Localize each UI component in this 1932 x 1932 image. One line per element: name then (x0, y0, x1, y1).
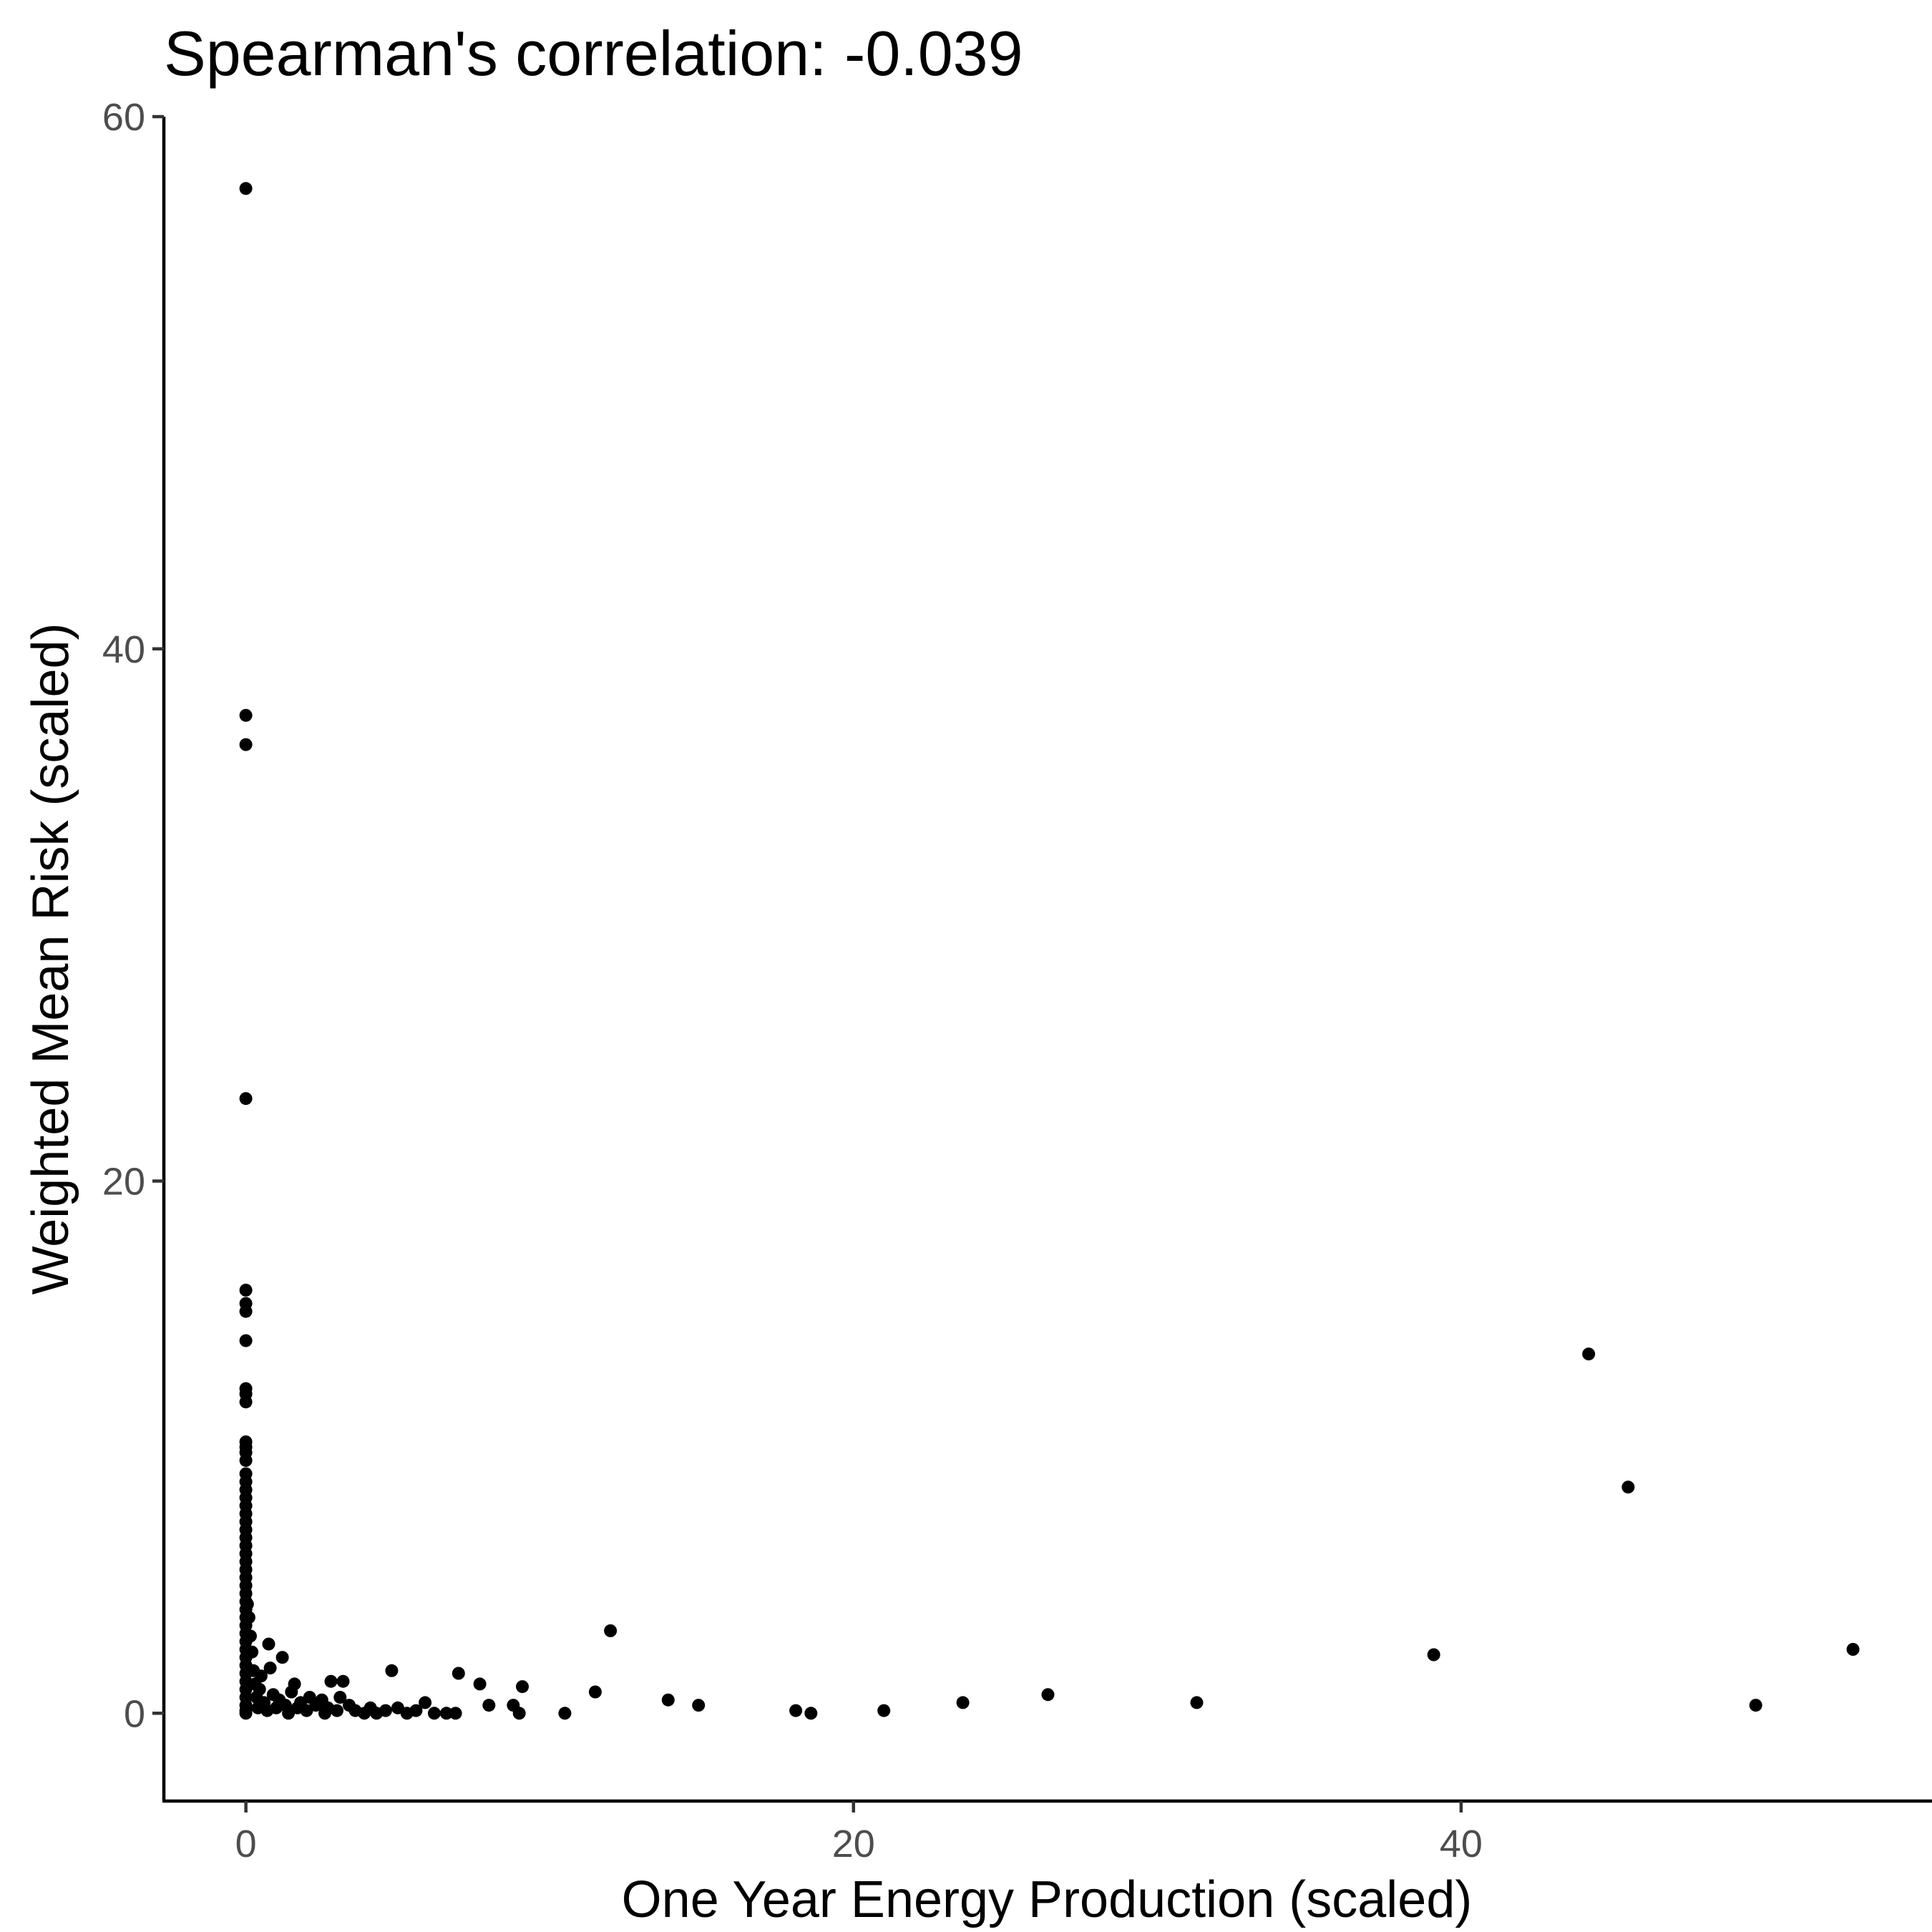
data-point (336, 1674, 350, 1688)
data-point (516, 1680, 529, 1694)
data-point (239, 182, 253, 195)
data-point (253, 1682, 266, 1696)
data-point (244, 1629, 257, 1643)
x-tick-label: 20 (832, 1823, 875, 1865)
data-point (263, 1662, 277, 1675)
data-point (240, 1597, 254, 1611)
x-tick-label: 0 (235, 1823, 257, 1865)
chart-title: Spearman's correlation: -0.039 (164, 18, 1023, 89)
data-point (331, 1704, 343, 1717)
data-point (275, 1651, 289, 1664)
data-point (239, 1454, 253, 1467)
data-point (427, 1707, 441, 1720)
data-point (1846, 1643, 1860, 1656)
data-point (588, 1685, 602, 1699)
data-point (877, 1704, 891, 1717)
y-tick-label: 60 (102, 96, 145, 139)
data-point (419, 1696, 432, 1709)
x-tick-label: 40 (1440, 1823, 1483, 1865)
data-point (245, 1645, 259, 1659)
data-point (333, 1691, 347, 1704)
data-point (385, 1664, 399, 1677)
data-point (288, 1677, 301, 1691)
data-point (239, 1092, 253, 1106)
data-point (789, 1704, 803, 1717)
data-point (1749, 1699, 1762, 1712)
data-point (452, 1667, 465, 1680)
data-point (439, 1707, 453, 1720)
y-tick-label: 40 (102, 628, 145, 671)
data-point (239, 1707, 253, 1720)
data-point (242, 1611, 255, 1624)
data-point (254, 1669, 268, 1683)
data-point (558, 1707, 572, 1720)
data-point (1427, 1648, 1440, 1662)
data-point (239, 1304, 253, 1318)
data-point (473, 1677, 487, 1691)
data-point (512, 1707, 526, 1720)
data-point (449, 1707, 462, 1720)
y-tick-label: 20 (102, 1161, 145, 1204)
data-point (692, 1699, 706, 1712)
data-point (324, 1674, 338, 1688)
data-point (1582, 1347, 1596, 1361)
data-point (239, 1284, 253, 1297)
x-axis-ticks: 0 20 40 (235, 1801, 1483, 1865)
data-point (804, 1707, 818, 1720)
data-point (1621, 1480, 1635, 1494)
y-axis-ticks: 0 20 40 60 (102, 96, 164, 1735)
y-axis-label: Weighted Mean Risk (scaled) (22, 623, 79, 1294)
data-point (239, 738, 253, 751)
data-point (379, 1704, 392, 1717)
x-axis-label: One Year Energy Production (scaled) (622, 1871, 1473, 1928)
data-point (262, 1637, 275, 1651)
data-point (1190, 1696, 1204, 1709)
data-point (482, 1699, 496, 1712)
data-point (956, 1696, 970, 1709)
data-point (239, 708, 253, 722)
data-point (661, 1693, 675, 1707)
data-point (604, 1624, 618, 1637)
data-point (239, 1395, 253, 1409)
data-points (239, 182, 1860, 1720)
data-point (409, 1704, 423, 1717)
data-point (1041, 1688, 1055, 1702)
y-tick-label: 0 (124, 1692, 145, 1735)
data-point (239, 1334, 253, 1347)
